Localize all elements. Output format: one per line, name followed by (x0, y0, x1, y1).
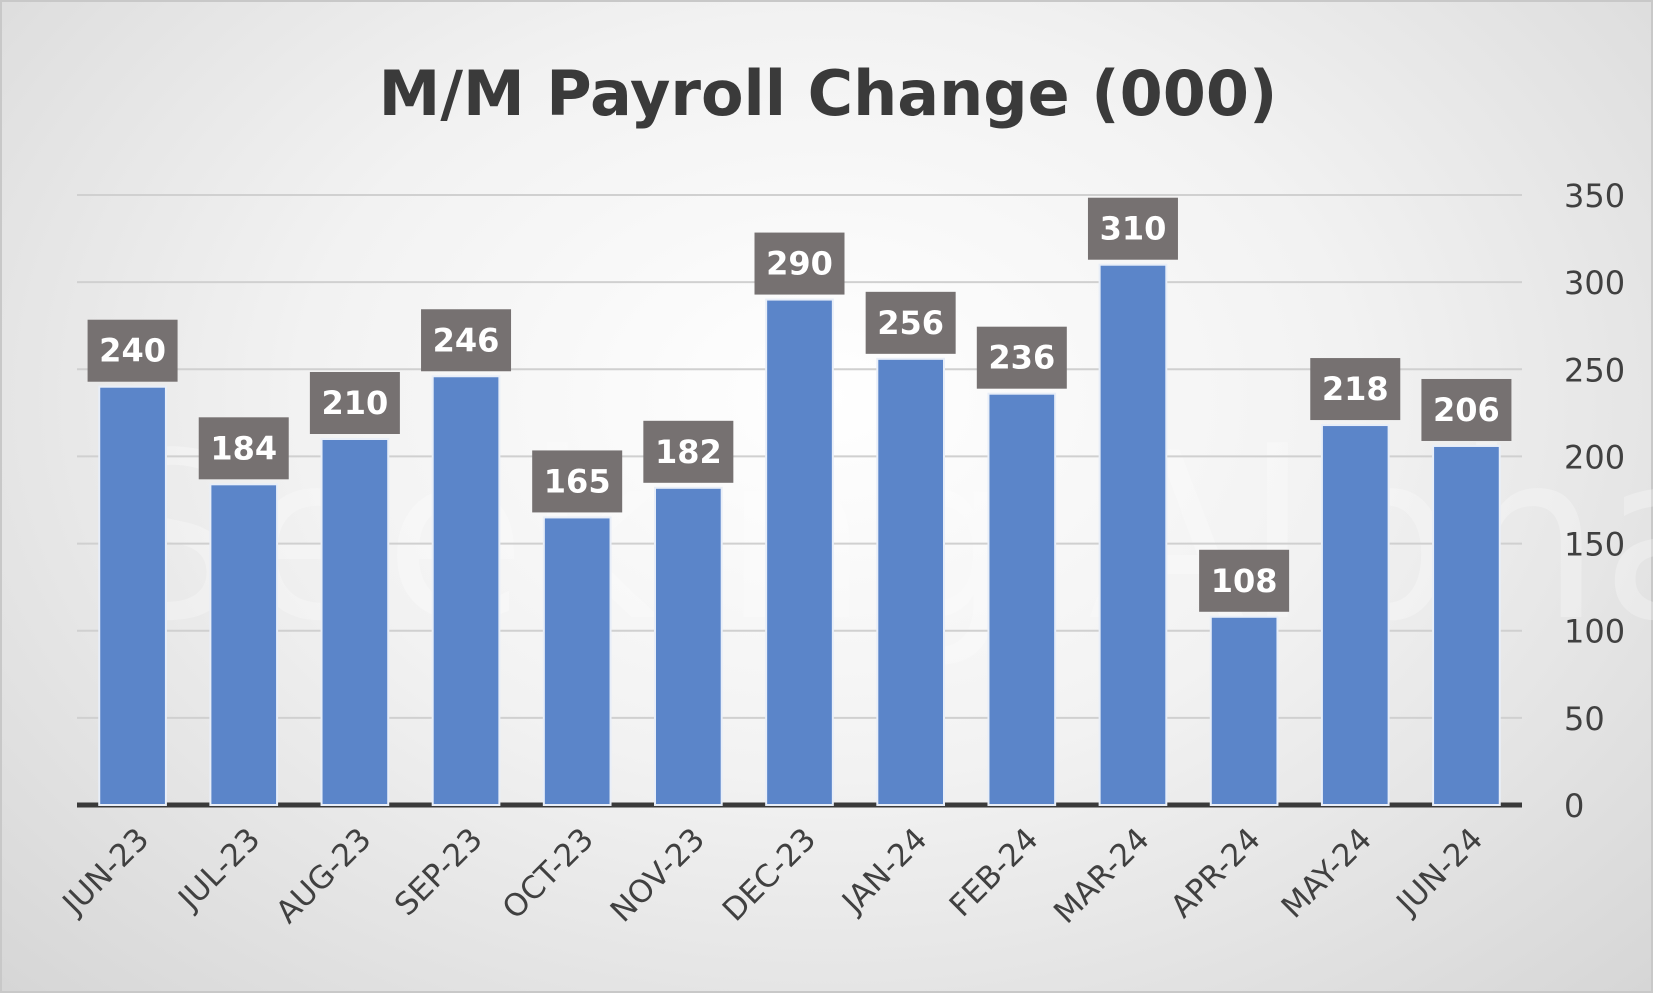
bar (542, 516, 612, 807)
bar (209, 483, 279, 806)
bar (654, 486, 723, 806)
data-label-box (865, 291, 956, 354)
data-label-box (87, 319, 178, 382)
x-tick-label: JUL-23 (170, 821, 267, 918)
bar (765, 298, 834, 806)
x-tick-label: MAR-24 (1047, 821, 1157, 931)
data-label-box (532, 450, 623, 513)
y-tick-label: 350 (1564, 177, 1625, 215)
data-label: 206 (1433, 391, 1500, 429)
data-label-box (309, 372, 400, 434)
y-tick-label: 0 (1564, 787, 1584, 825)
bars (98, 263, 1501, 807)
data-label-box (1421, 378, 1512, 441)
y-tick-label: 250 (1564, 351, 1625, 389)
data-label-box (1199, 549, 1290, 612)
data-label: 210 (321, 384, 388, 422)
x-tick-label: JUN-24 (1388, 821, 1490, 923)
bar (876, 357, 945, 806)
bar (320, 438, 390, 806)
y-axis: 0 50 100 150 200 250 300 350 (1564, 177, 1625, 825)
y-tick-label: 50 (1564, 700, 1605, 738)
data-label: 218 (1322, 370, 1389, 408)
data-label-box (421, 309, 512, 372)
x-tick-label: DEC-23 (716, 821, 823, 928)
x-axis: JUN-23 JUL-23 AUG-23 SEP-23 OCT-23 NOV-23 DEC-… (55, 821, 1490, 931)
bar (1209, 615, 1279, 806)
data-label-box (976, 326, 1067, 389)
data-label-box (1310, 358, 1401, 421)
y-tick-label: 100 (1564, 613, 1625, 651)
x-tick-label: SEP-23 (388, 821, 490, 923)
chart-title: M/M Payroll Change (000) (379, 57, 1278, 130)
y-tick-label: 300 (1564, 264, 1625, 302)
bar (987, 392, 1057, 806)
data-label-box (198, 417, 289, 480)
data-label: 182 (655, 433, 722, 471)
data-labels: 240 184 210 246 165 182 290 256 236 310 108 218 206 (87, 197, 1512, 612)
data-label: 246 (433, 321, 500, 359)
data-label: 256 (877, 304, 944, 342)
data-label-box (643, 420, 734, 483)
data-label: 165 (544, 462, 611, 500)
x-tick-label: FEB-24 (943, 821, 1046, 924)
x-tick-label: MAY-24 (1275, 821, 1379, 925)
y-tick-label: 200 (1564, 438, 1625, 476)
bar (98, 385, 167, 806)
bar (1320, 424, 1390, 806)
data-label-box (754, 232, 845, 295)
x-tick-label: AUG-23 (269, 821, 378, 930)
data-label: 236 (988, 339, 1055, 377)
y-tick-label: 150 (1564, 526, 1625, 564)
data-label: 290 (766, 245, 833, 283)
x-tick-label: JUN-23 (55, 821, 157, 923)
data-label: 310 (1100, 210, 1167, 248)
x-tick-label: APR-24 (1164, 821, 1268, 925)
x-tick-label: NOV-23 (604, 821, 712, 929)
data-label: 184 (210, 429, 277, 467)
x-tick-label: OCT-23 (496, 821, 601, 926)
bar (1432, 444, 1501, 806)
bar (1098, 263, 1168, 806)
data-label: 108 (1211, 562, 1278, 600)
data-label-box (1087, 197, 1178, 260)
bar (431, 375, 501, 806)
data-label: 240 (99, 332, 166, 370)
x-tick-label: JAN-24 (834, 821, 934, 921)
